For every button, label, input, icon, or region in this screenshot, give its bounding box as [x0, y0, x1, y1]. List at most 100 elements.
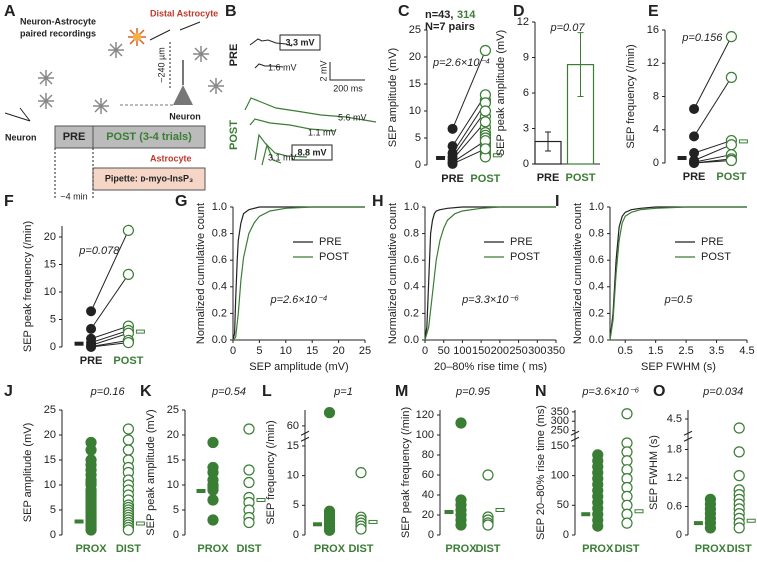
pre-point	[86, 306, 97, 317]
y-tick-label: 0.6	[212, 254, 227, 266]
y-tick-label: 25	[44, 404, 56, 416]
cdf-line	[609, 206, 747, 341]
x-tick-label: 10	[280, 345, 292, 357]
cdf-line	[232, 206, 365, 341]
y-tick-label: 0.2	[404, 307, 419, 319]
p-value: p=0.07	[550, 22, 586, 34]
x-tick-label: 2.5	[678, 345, 693, 357]
legend-label: POST	[319, 251, 349, 263]
y-tick-label: 0	[523, 158, 529, 170]
scale-label: 2 mV	[318, 60, 328, 81]
y-tick-label: 5	[50, 504, 56, 516]
distance-label: ~240 µm	[156, 47, 166, 82]
y-tick-label: 15	[167, 454, 179, 466]
y-tick-label: 15	[44, 258, 56, 270]
y-tick-label: 1.2	[667, 472, 682, 484]
x-tick-label: DIST	[116, 543, 141, 555]
neuron-icon	[173, 85, 193, 105]
x-tick-label: POST	[470, 173, 500, 185]
y-tick-label: 25	[167, 404, 179, 416]
x-tick-label: 0	[230, 345, 236, 357]
cdf-line	[232, 206, 365, 341]
x-tick-label: 300	[528, 345, 546, 357]
x-tick-label: 0	[422, 345, 428, 357]
n-label: 314	[457, 9, 476, 21]
y-tick-label: 20	[44, 429, 56, 441]
astrocyte-icons	[38, 42, 224, 114]
dist-point	[733, 446, 745, 458]
y-tick-label: 10	[167, 479, 179, 491]
x-tick-label: PRE	[537, 172, 560, 184]
panel-letter: D	[513, 3, 525, 20]
y-tick-label: 16	[647, 24, 659, 36]
dist-point	[122, 524, 134, 536]
axis-break	[570, 430, 580, 442]
x-tick-label: POST	[566, 172, 596, 184]
mean-marker	[677, 156, 687, 161]
dist-point	[482, 519, 494, 531]
post-label: POST (3-4 trials)	[106, 131, 192, 143]
y-tick-label: 0	[563, 529, 569, 541]
p-value: p=2.6×10⁻⁴	[269, 294, 327, 306]
pre-point	[86, 323, 97, 334]
dist-point	[733, 470, 745, 482]
legend-label: PRE	[510, 236, 533, 248]
panel-letter: N	[535, 383, 547, 400]
amplitude-label: 1.6 mV	[268, 62, 297, 72]
post-point	[725, 154, 738, 167]
scale-label: 200 ms	[333, 83, 363, 93]
pre-point	[447, 141, 458, 152]
mean-marker	[634, 509, 644, 514]
y-tick-label: 3	[523, 122, 529, 134]
neuron-label: Neuron	[169, 111, 201, 121]
y-axis-label: SEP peak frequency (/min)	[22, 221, 34, 352]
y-tick-label: 50	[557, 499, 569, 511]
x-tick-label: 350	[547, 345, 565, 357]
amplitude-label: 5.6 mV	[338, 112, 367, 122]
panel-letter: F	[4, 193, 14, 210]
cdf-line	[609, 206, 747, 341]
y-tick-label: 5	[173, 504, 179, 516]
y-tick-label: 0	[428, 529, 434, 541]
post-point	[479, 105, 491, 117]
prox-point	[207, 436, 219, 449]
p-value: p=0.95	[455, 386, 491, 398]
x-tick-label: 100	[453, 345, 471, 357]
y-tick-label: 12	[647, 57, 659, 69]
post-point	[479, 116, 491, 128]
prox-point	[592, 520, 604, 532]
y-tick-label: 10	[287, 470, 299, 482]
x-tick-label: PROX	[75, 543, 107, 555]
y-tick-label: 0	[173, 529, 179, 541]
dist-point	[243, 464, 255, 476]
mean-marker	[135, 329, 145, 334]
legend-label: POST	[510, 251, 540, 263]
legend-label: PRE	[701, 236, 724, 248]
y-axis-label: SEP amplitude (mV)	[22, 423, 34, 522]
x-tick-label: PROX	[695, 543, 727, 555]
mean-marker	[313, 522, 322, 527]
panel-letter: H	[372, 193, 384, 210]
y-tick-label: 0	[293, 529, 299, 541]
p-value: p=3.6×10⁻⁶	[581, 386, 639, 398]
prox-point	[704, 522, 717, 534]
y-tick-label: 15	[287, 440, 299, 452]
x-axis-label: SEP amplitude (mV)	[249, 361, 348, 373]
x-tick-label: PRE	[80, 355, 103, 367]
dist-point	[122, 434, 134, 446]
y-tick-label: 20	[44, 231, 56, 243]
p-value: p=0.54	[211, 386, 246, 398]
pre-point	[447, 123, 458, 134]
y-tick-label: 0.8	[212, 228, 227, 240]
y-tick-label: 150	[551, 440, 569, 452]
mean-marker	[581, 512, 591, 517]
amplitude-label: 3.3 mV	[285, 37, 314, 47]
mean-marker	[368, 519, 378, 524]
x-tick-label: 4.5	[739, 345, 754, 357]
x-tick-label: DIST	[236, 543, 261, 555]
x-tick-label: 150	[472, 345, 490, 357]
x-tick-label: 200	[491, 345, 509, 357]
y-tick-label: 0.6	[667, 500, 682, 512]
y-tick-label: 5	[415, 132, 421, 144]
pair-line	[693, 154, 732, 163]
